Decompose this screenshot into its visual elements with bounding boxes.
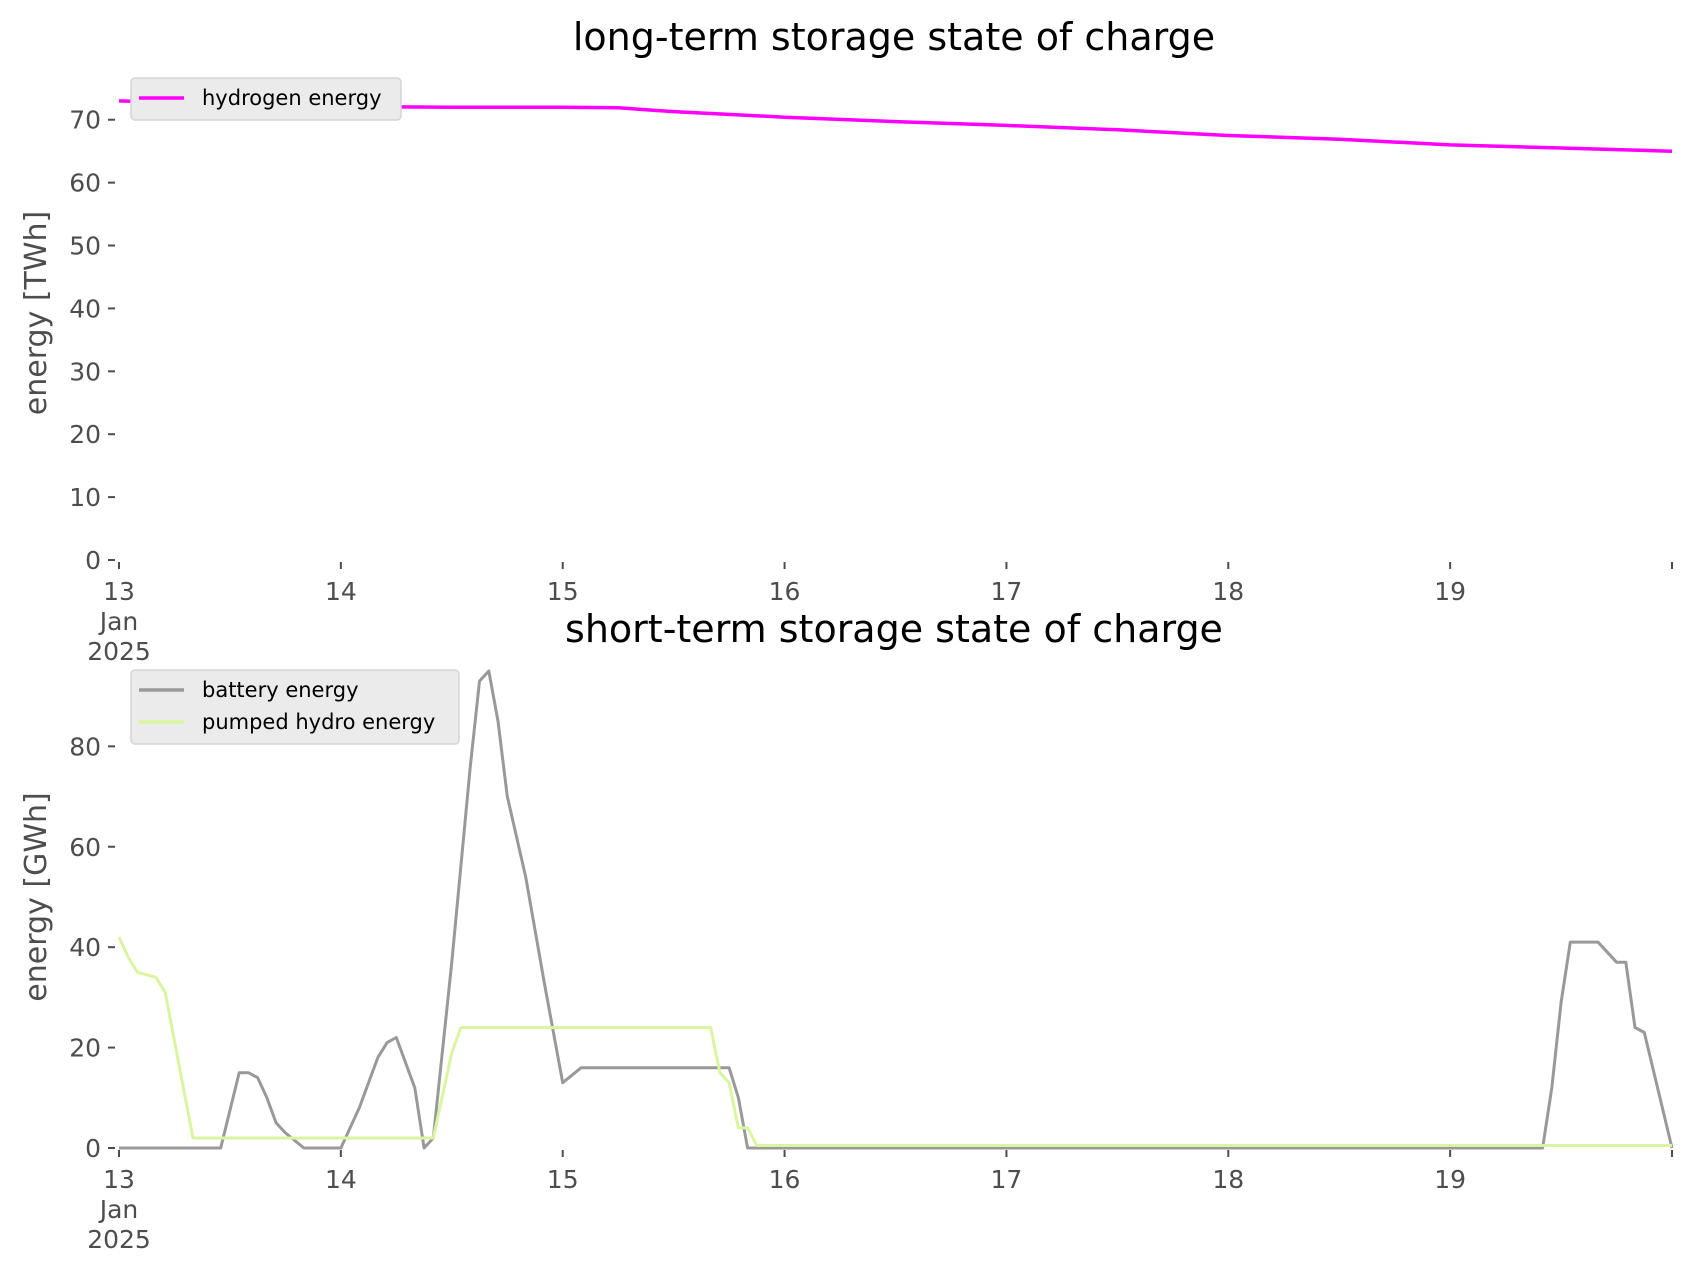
y-tick-label: 70 bbox=[69, 106, 101, 135]
y-tick-label: 80 bbox=[69, 732, 101, 761]
y-tick-label: 0 bbox=[85, 546, 101, 575]
long-term-legend: hydrogen energy bbox=[130, 77, 402, 121]
x-tick-label: 16 bbox=[769, 577, 801, 606]
short-term-y-ticks: 0 20 40 60 80 bbox=[69, 732, 115, 1163]
y-tick-label: 60 bbox=[69, 169, 101, 198]
y-tick-label: 10 bbox=[69, 483, 101, 512]
y-tick-label: 60 bbox=[69, 833, 101, 862]
y-tick-label: 0 bbox=[85, 1134, 101, 1163]
legend-label-battery: battery energy bbox=[202, 678, 359, 702]
x-tick-label: 19 bbox=[1434, 577, 1466, 606]
long-term-panel: long-term storage state of charge energy… bbox=[19, 15, 1673, 666]
long-term-y-ticks: 0 10 20 30 40 50 60 70 bbox=[69, 106, 115, 575]
long-term-ylabel: energy [TWh] bbox=[19, 211, 54, 415]
y-tick-label: 20 bbox=[69, 420, 101, 449]
y-tick-label: 30 bbox=[69, 357, 101, 386]
legend-label-pumped-hydro: pumped hydro energy bbox=[202, 710, 435, 734]
series-line-battery-energy bbox=[119, 669, 1674, 1150]
x-tick-label: 16 bbox=[769, 1165, 801, 1194]
x-tick-label: Jan bbox=[98, 607, 139, 636]
x-tick-label: 15 bbox=[547, 1165, 579, 1194]
long-term-title: long-term storage state of charge bbox=[573, 15, 1215, 59]
y-tick-label: 40 bbox=[69, 933, 101, 962]
x-tick-label: 13 bbox=[103, 577, 135, 606]
short-term-legend: battery energy pumped hydro energy bbox=[130, 669, 460, 745]
x-tick-label: 19 bbox=[1434, 1165, 1466, 1194]
x-tick-label: 17 bbox=[991, 1165, 1023, 1194]
x-tick-label: 14 bbox=[325, 1165, 357, 1194]
short-term-ylabel: energy [GWh] bbox=[19, 792, 54, 1001]
legend-box bbox=[130, 669, 460, 745]
short-term-series bbox=[117, 669, 1674, 1150]
x-tick-label: 15 bbox=[547, 577, 579, 606]
x-tick-label: 13 bbox=[103, 1165, 135, 1194]
x-tick-label: 2025 bbox=[87, 1225, 151, 1254]
x-tick-label: 14 bbox=[325, 577, 357, 606]
legend-label-hydrogen: hydrogen energy bbox=[202, 86, 382, 110]
x-tick-label: Jan bbox=[98, 1195, 139, 1224]
short-term-title: short-term storage state of charge bbox=[565, 607, 1223, 651]
x-tick-label: 17 bbox=[991, 577, 1023, 606]
x-tick-label: 2025 bbox=[87, 637, 151, 666]
x-tick-label: 18 bbox=[1212, 577, 1244, 606]
x-tick-label: 18 bbox=[1212, 1165, 1244, 1194]
series-line-pumped-hydro-energy bbox=[117, 936, 1672, 1147]
y-tick-label: 20 bbox=[69, 1034, 101, 1063]
y-tick-label: 50 bbox=[69, 232, 101, 261]
y-tick-label: 40 bbox=[69, 294, 101, 323]
legend-box bbox=[130, 77, 402, 121]
short-term-panel: short-term storage state of charge energ… bbox=[19, 607, 1674, 1254]
